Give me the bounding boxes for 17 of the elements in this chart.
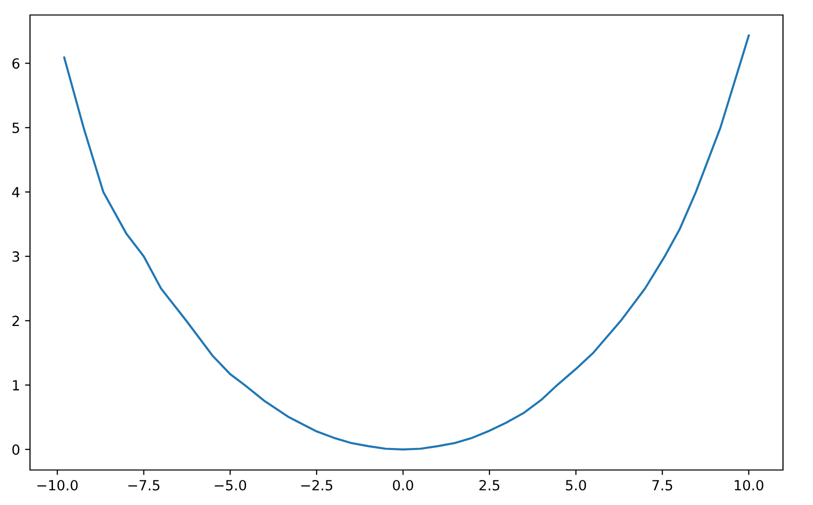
x-tick-label: 5.0 (566, 480, 586, 490)
x-tick-label: 10.0 (734, 480, 764, 490)
y-tick-label: 1 (12, 380, 19, 390)
y-tick-label: 0 (12, 444, 20, 455)
y-tick-label: 4 (12, 187, 20, 198)
y-tick-label: 5 (12, 122, 20, 134)
x-tick-label: 7.5 (652, 480, 672, 490)
x-tick-label: −2.5 (301, 480, 332, 490)
y-tick-label: 6 (12, 58, 20, 69)
x-tick-label: −5.0 (214, 480, 246, 490)
x-tick-label: 2.5 (479, 480, 500, 490)
x-tick-label: 0.0 (392, 480, 414, 490)
line-series (63, 34, 750, 450)
x-tick-label: −10.0 (38, 480, 78, 490)
y-tick-label: 2 (12, 316, 19, 326)
x-tick-label: −7.5 (128, 480, 160, 490)
y-tick-label: 3 (12, 251, 20, 262)
